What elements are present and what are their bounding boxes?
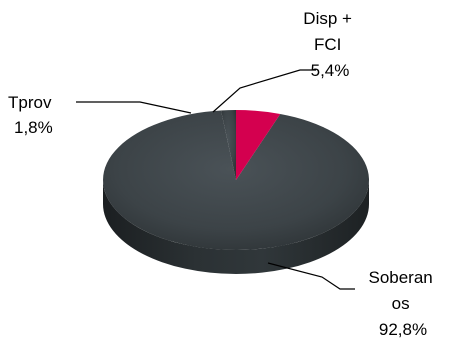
label-soberanos-line2: os [392, 294, 410, 313]
pie-slice-disp-fci [236, 110, 281, 180]
label-tprov: Tprov 1,8% [8, 93, 56, 137]
pie-side [103, 180, 369, 274]
pie-slice-tprov [220, 110, 236, 180]
value-disp-fci: 5,4% [311, 61, 350, 80]
label-disp-fci-line2: FCI [314, 35, 341, 54]
value-soberanos: 92,8% [379, 320, 427, 339]
leader-line-soberanos [267, 262, 355, 290]
value-tprov: 1,8% [14, 118, 53, 137]
leader-line-disp-fci [212, 69, 316, 113]
label-soberanos-line1: Soberan [368, 268, 432, 287]
label-soberanos: Soberan os 92,8% [368, 268, 437, 339]
leader-line-tprov [76, 101, 192, 114]
label-disp-fci: Disp + FCI 5,4% [303, 9, 356, 80]
label-tprov-line1: Tprov [8, 93, 52, 112]
label-disp-fci-line1: Disp + [303, 9, 352, 28]
pie-slice-soberanos [103, 110, 370, 251]
